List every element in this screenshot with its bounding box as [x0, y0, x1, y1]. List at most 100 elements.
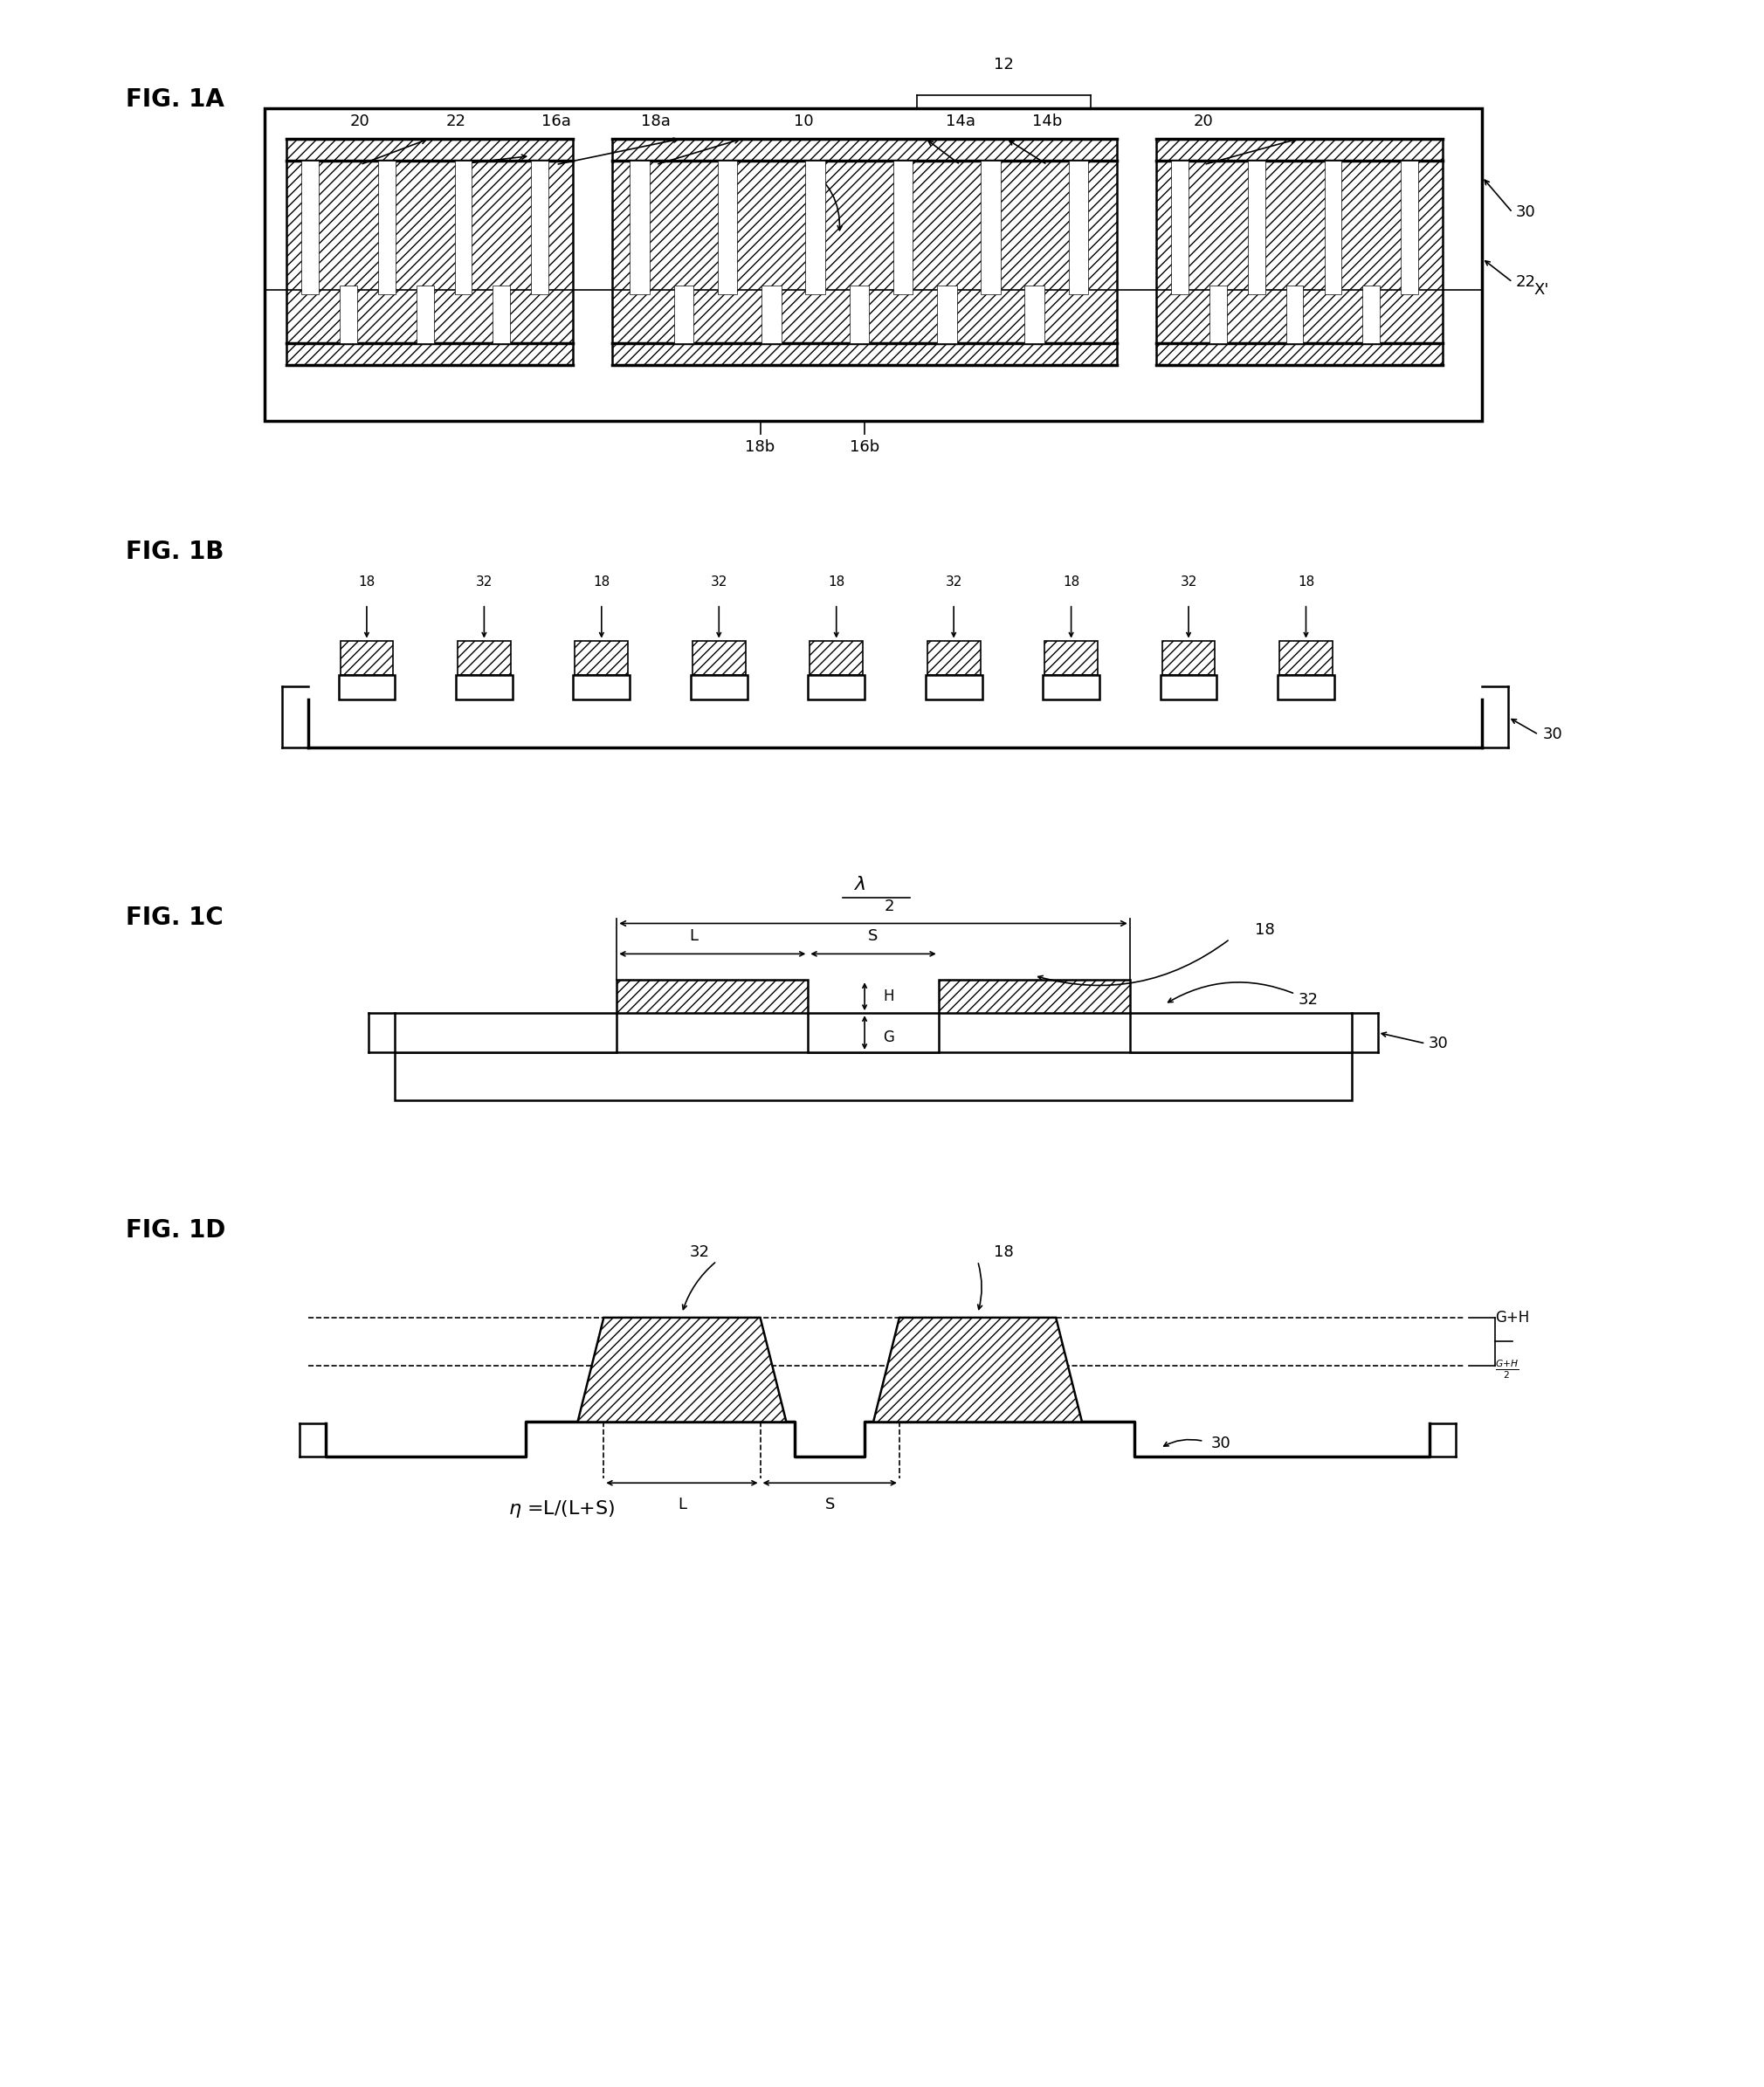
- Bar: [806, 161, 826, 294]
- Bar: [455, 161, 471, 294]
- Bar: [1325, 161, 1342, 294]
- Text: 32: 32: [476, 576, 492, 589]
- Text: 32: 32: [946, 576, 961, 589]
- Bar: [1286, 286, 1304, 342]
- Text: FIG. 1C: FIG. 1C: [125, 906, 222, 929]
- Text: 30: 30: [1212, 1436, 1231, 1453]
- Text: X': X': [1535, 282, 1549, 298]
- Bar: [340, 641, 393, 676]
- Bar: [630, 161, 649, 294]
- Text: G+H: G+H: [1496, 1311, 1529, 1325]
- Text: 30: 30: [1544, 726, 1563, 743]
- Text: $\frac{G{+}H}{2}$: $\frac{G{+}H}{2}$: [1496, 1359, 1519, 1382]
- Bar: [937, 286, 956, 342]
- Text: 12: 12: [993, 56, 1014, 73]
- Text: 30: 30: [1429, 1035, 1448, 1052]
- Text: $\eta$ =L/(L+S): $\eta$ =L/(L+S): [508, 1498, 616, 1519]
- Text: 18b: 18b: [746, 440, 774, 455]
- Text: 20: 20: [351, 113, 370, 129]
- Bar: [1401, 161, 1418, 294]
- Bar: [928, 641, 981, 676]
- Text: 18: 18: [1254, 922, 1275, 939]
- Text: FIG. 1B: FIG. 1B: [125, 541, 224, 563]
- Bar: [938, 981, 1131, 1012]
- Bar: [1210, 286, 1226, 342]
- Text: S: S: [826, 1496, 834, 1513]
- Text: 16a: 16a: [542, 113, 572, 129]
- Bar: [1131, 1012, 1351, 1052]
- Bar: [573, 676, 630, 699]
- Bar: [1162, 641, 1215, 676]
- Bar: [340, 286, 356, 342]
- Bar: [416, 286, 434, 342]
- Text: 18: 18: [1062, 576, 1080, 589]
- Bar: [691, 676, 748, 699]
- Bar: [395, 1012, 617, 1052]
- Bar: [265, 109, 1482, 422]
- Text: 32: 32: [690, 1244, 709, 1261]
- Text: 18: 18: [827, 576, 845, 589]
- Bar: [1279, 641, 1332, 676]
- Bar: [302, 161, 319, 294]
- Bar: [612, 138, 1117, 365]
- Text: H: H: [884, 989, 894, 1004]
- Text: 32: 32: [1298, 991, 1318, 1008]
- Bar: [492, 286, 510, 342]
- Text: 2: 2: [884, 897, 894, 914]
- Bar: [575, 641, 628, 676]
- Text: $\lambda$: $\lambda$: [854, 877, 866, 893]
- Text: 18: 18: [358, 576, 376, 589]
- Text: FIG. 1D: FIG. 1D: [125, 1219, 226, 1244]
- Text: 22: 22: [1515, 273, 1536, 290]
- Text: 18: 18: [593, 576, 610, 589]
- Bar: [395, 1052, 1351, 1100]
- Bar: [981, 161, 1000, 294]
- Bar: [808, 1012, 938, 1052]
- Bar: [808, 676, 864, 699]
- Text: L: L: [677, 1496, 686, 1513]
- Polygon shape: [873, 1317, 1081, 1421]
- Text: FIG. 1A: FIG. 1A: [125, 88, 224, 111]
- Bar: [1247, 161, 1265, 294]
- Bar: [893, 161, 912, 294]
- Bar: [762, 286, 781, 342]
- Bar: [1277, 676, 1334, 699]
- Bar: [617, 981, 808, 1012]
- Bar: [848, 286, 870, 342]
- Bar: [718, 161, 737, 294]
- Bar: [457, 641, 510, 676]
- Bar: [1171, 161, 1189, 294]
- Bar: [1069, 161, 1088, 294]
- Bar: [693, 641, 746, 676]
- Text: 32: 32: [1180, 576, 1198, 589]
- Bar: [810, 641, 863, 676]
- Bar: [926, 676, 983, 699]
- Bar: [1044, 641, 1097, 676]
- Text: 16b: 16b: [850, 440, 880, 455]
- Bar: [531, 161, 549, 294]
- Polygon shape: [577, 1317, 787, 1421]
- Text: 22: 22: [446, 113, 466, 129]
- Bar: [286, 138, 573, 365]
- Text: L: L: [690, 929, 697, 943]
- Text: 18a: 18a: [640, 113, 670, 129]
- Text: 32: 32: [711, 576, 727, 589]
- Bar: [455, 676, 512, 699]
- Text: 18: 18: [993, 1244, 1014, 1261]
- Bar: [339, 676, 395, 699]
- Bar: [1155, 138, 1443, 365]
- Bar: [1161, 676, 1217, 699]
- Text: 18: 18: [1298, 576, 1314, 589]
- Text: 14b: 14b: [1032, 113, 1062, 129]
- Text: 10: 10: [794, 113, 813, 129]
- Bar: [1362, 286, 1379, 342]
- Text: 14a: 14a: [946, 113, 975, 129]
- Bar: [377, 161, 395, 294]
- Text: G: G: [884, 1029, 894, 1046]
- Bar: [1043, 676, 1099, 699]
- Text: S: S: [868, 929, 878, 943]
- Bar: [1025, 286, 1044, 342]
- Bar: [674, 286, 693, 342]
- Text: 30: 30: [1515, 205, 1535, 221]
- Text: 20: 20: [1194, 113, 1214, 129]
